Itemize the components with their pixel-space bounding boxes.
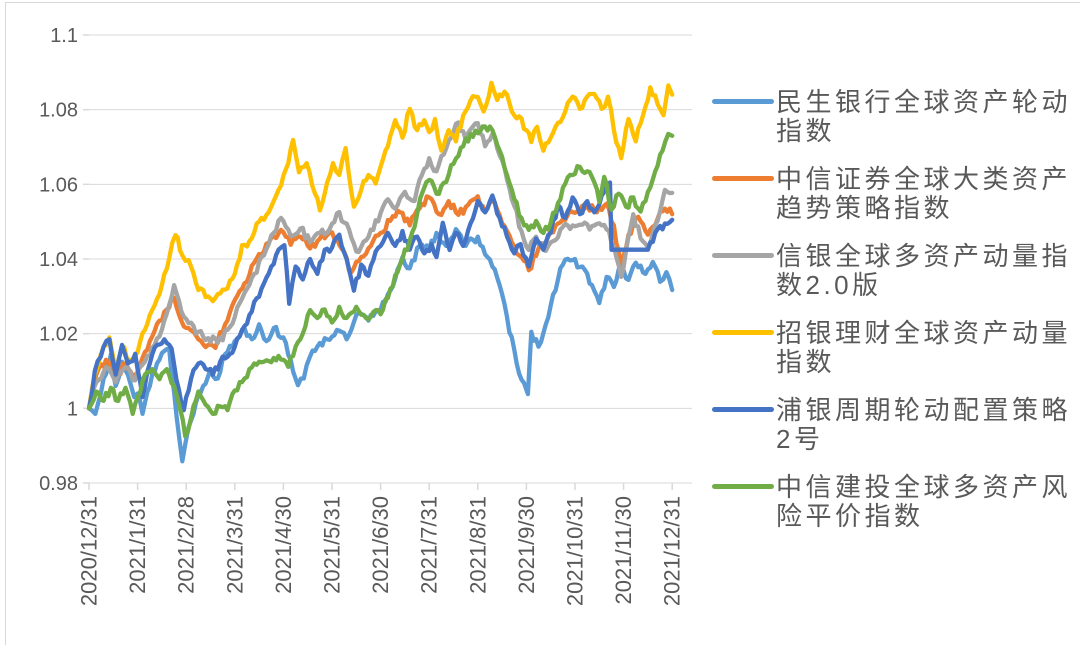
series-line-1[interactable] [86,194,675,411]
plot-area[interactable]: 1.1 1.08 1.06 1.04 1.02 1 0.98 2020/12/31 2021/1… [0,0,700,645]
series-line-4[interactable] [86,180,675,413]
x-tick-label: 2021/1/31 [125,496,150,594]
legend-line-sample-puyin [712,407,774,412]
x-tick-label: 2021/10/31 [562,496,587,606]
legend-label-minsheng: 民生银行全球资产轮动指数 [776,87,1072,146]
legend-label-zhaoyin: 招银理财全球资产动量指数 [776,318,1072,377]
series-line-2[interactable] [86,120,675,411]
x-tick-label: 2021/12/31 [660,496,685,606]
chart-legend: 民生银行全球资产轮动指数 中信证券全球大类资产趋势策略指数 信银全球多资产动量指… [712,88,1074,531]
legend-line-sample-xinyin [712,253,774,258]
legend-label-xinyin: 信银全球多资产动量指数2.0版 [776,241,1072,300]
y-tick-label: 1.02 [39,324,78,346]
x-tick-label: 2021/11/30 [611,496,636,604]
legend-line-sample-minsheng [712,99,774,104]
x-tick-label: 2021/2/28 [174,496,199,594]
legend-label-zhongxin-zhengquan: 中信证券全球大类资产趋势策略指数 [776,164,1072,223]
legend-item-xinyin[interactable]: 信银全球多资产动量指数2.0版 [712,242,1074,300]
y-tick-label: 1.06 [39,174,78,196]
legend-item-zhaoyin[interactable]: 招银理财全球资产动量指数 [712,319,1074,377]
x-tick-label: 2021/6/30 [368,496,393,594]
y-tick-label: 1 [67,398,78,420]
y-tick-label: 1.1 [50,25,78,47]
legend-item-puyin[interactable]: 浦银周期轮动配置策略2号 [712,396,1074,454]
x-tick-label: 2020/12/31 [76,496,101,606]
legend-line-sample-zhongxin-jiantou [712,484,774,489]
legend-item-zhongxin-zhengquan[interactable]: 中信证券全球大类资产趋势策略指数 [712,165,1074,223]
legend-label-puyin: 浦银周期轮动配置策略2号 [776,395,1072,454]
legend-item-minsheng[interactable]: 民生银行全球资产轮动指数 [712,88,1074,146]
series-line-0[interactable] [86,226,675,464]
x-tick-label: 2021/4/30 [271,496,296,594]
x-tick-label: 2021/3/31 [222,496,247,594]
legend-label-zhongxin-jiantou: 中信建投全球多资产风险平价指数 [776,472,1072,531]
y-tick-label: 1.04 [39,249,78,271]
legend-item-zhongxin-jiantou[interactable]: 中信建投全球多资产风险平价指数 [712,473,1074,531]
x-tick-label: 2021/7/31 [417,496,442,594]
x-tick-label: 2021/5/31 [319,496,344,594]
x-tick-label: 2021/8/31 [465,496,490,594]
legend-line-sample-zhongxin-zhengquan [712,176,774,181]
series-line-3[interactable] [86,80,675,411]
series-line-5[interactable] [86,124,675,439]
y-tick-label: 0.98 [39,473,78,495]
y-tick-label: 1.08 [39,100,78,122]
x-tick-label: 2021/9/30 [514,496,539,594]
legend-line-sample-zhaoyin [712,330,774,335]
